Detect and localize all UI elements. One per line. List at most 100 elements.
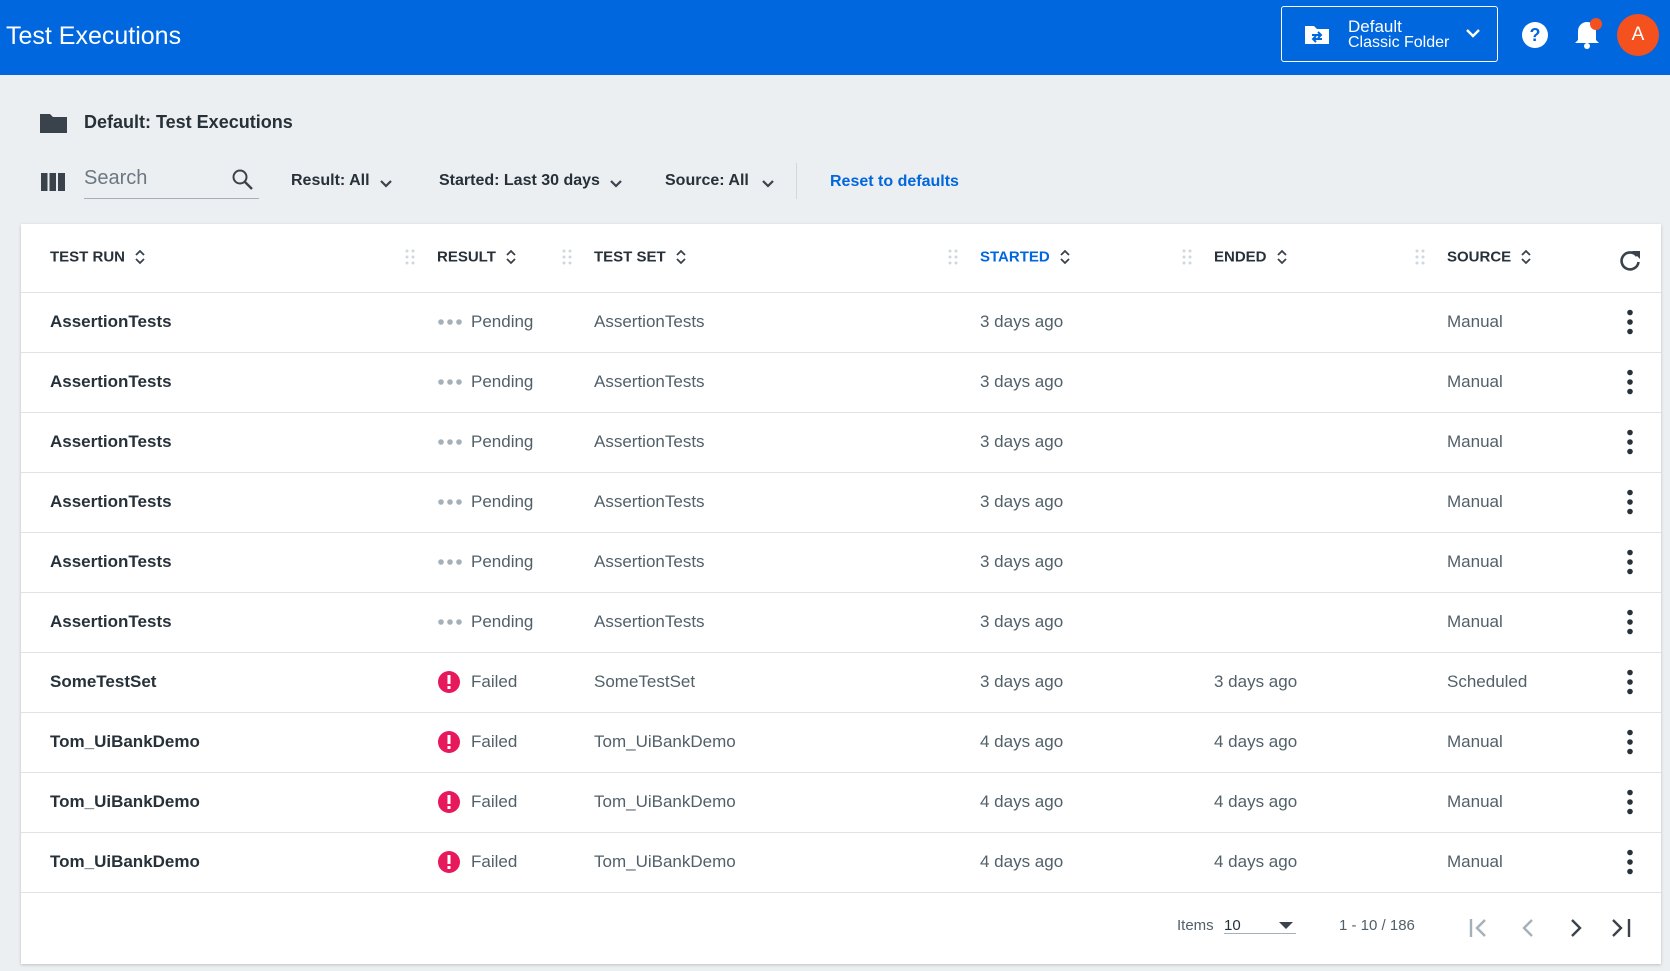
column-header[interactable]: ENDED — [1214, 248, 1267, 266]
chevron — [761, 176, 775, 194]
search-box[interactable]: Search — [84, 155, 259, 199]
filter-dropdown[interactable]: Result: All — [291, 172, 392, 190]
cell-text: AssertionTests — [594, 552, 705, 571]
row-menu[interactable] — [1620, 729, 1640, 760]
cell-text: AssertionTests — [50, 612, 172, 631]
folder-type: Classic Folder — [1348, 34, 1450, 51]
column-grip — [948, 248, 958, 271]
cell-text: 4 days ago — [1214, 852, 1298, 871]
cell-text: Manual — [1447, 432, 1503, 451]
columns-icon[interactable] — [41, 173, 65, 191]
column-header[interactable]: RESULT — [437, 248, 496, 266]
cell-text: Failed — [471, 672, 518, 691]
filter-dropdown[interactable]: Started: Last 30 days — [439, 172, 622, 190]
row-menu[interactable] — [1620, 309, 1640, 340]
cell-text: Manual — [1447, 552, 1503, 571]
row-menu[interactable] — [1620, 549, 1640, 580]
cell-text: Tom_UiBankDemo — [594, 732, 736, 751]
row-line — [21, 772, 1661, 773]
row-menu[interactable] — [1620, 849, 1640, 880]
pending-icon — [437, 430, 463, 459]
svg-text:?: ? — [1530, 25, 1541, 45]
chevron — [1466, 29, 1480, 38]
cell-text: Manual — [1447, 372, 1503, 391]
reset-link[interactable]: Reset to defaults — [830, 173, 959, 190]
breadcrumb-folder-icon — [40, 114, 67, 133]
cell-text: AssertionTests — [50, 312, 172, 331]
breadcrumb: Default: Test Executions — [84, 112, 293, 132]
row-menu[interactable] — [1620, 609, 1640, 640]
column-header[interactable]: TEST SET — [594, 248, 666, 266]
cell-text: Pending — [471, 312, 534, 331]
cell-text: 3 days ago — [980, 612, 1064, 631]
cell-text: Tom_UiBankDemo — [50, 732, 200, 751]
row-menu[interactable] — [1620, 369, 1640, 400]
column-header[interactable]: SOURCE — [1447, 248, 1512, 266]
row-line — [21, 652, 1661, 653]
pending-icon — [437, 610, 463, 639]
cell-text: SomeTestSet — [594, 672, 696, 691]
folder-name: Default — [1348, 17, 1402, 36]
chevron — [379, 176, 393, 194]
items-label: Items — [1177, 917, 1214, 934]
row-menu[interactable] — [1620, 429, 1640, 460]
column-header[interactable]: TEST RUN — [50, 248, 125, 266]
sort-icon — [506, 249, 516, 270]
pagination[interactable] — [1468, 916, 1648, 940]
cell-text: 3 days ago — [980, 552, 1064, 571]
sort-icon — [676, 249, 686, 270]
refresh-icon[interactable] — [1618, 248, 1642, 272]
cell-text: AssertionTests — [594, 432, 705, 451]
cell-text: Manual — [1447, 492, 1503, 511]
row-menu[interactable] — [1620, 489, 1640, 520]
cell-text: AssertionTests — [50, 492, 172, 511]
pending-icon — [437, 310, 463, 339]
column-grip — [1182, 248, 1192, 271]
row-menu[interactable] — [1620, 669, 1640, 700]
row-line — [21, 712, 1661, 713]
cell-text: 3 days ago — [980, 312, 1064, 331]
filter-label: Source: All — [665, 172, 749, 189]
cell-text: 4 days ago — [1214, 792, 1298, 811]
help-icon[interactable]: ? — [1521, 21, 1549, 49]
pending-icon — [437, 370, 463, 399]
filter-dropdown[interactable]: Source: All — [665, 172, 774, 190]
top-bar: Test Executions Default Classic Folder ?… — [0, 0, 1670, 75]
row-menu[interactable] — [1620, 789, 1640, 820]
cell-text: 4 days ago — [980, 792, 1064, 811]
table: Items 10 1 - 10 / 186 TEST RUN RESULT TEST… — [21, 224, 1661, 964]
search-icon — [232, 169, 253, 190]
failed-icon — [437, 790, 463, 819]
pending-icon — [437, 550, 463, 579]
cell-text: Manual — [1447, 312, 1503, 331]
cell-text: Tom_UiBankDemo — [594, 852, 736, 871]
cell-text: 3 days ago — [980, 672, 1064, 691]
failed-icon — [437, 670, 463, 699]
cell-text: Pending — [471, 372, 534, 391]
failed-icon — [437, 850, 463, 879]
cell-text: 4 days ago — [980, 852, 1064, 871]
page-title: Test Executions — [6, 22, 182, 50]
cell-text: AssertionTests — [594, 372, 705, 391]
header-line — [21, 292, 1661, 293]
folder-icon — [1305, 26, 1329, 44]
row-line — [21, 592, 1661, 593]
cell-text: Tom_UiBankDemo — [594, 792, 736, 811]
notification-icon[interactable] — [1572, 16, 1602, 50]
folder-switcher[interactable]: Default Classic Folder — [1281, 6, 1498, 62]
row-line — [21, 472, 1661, 473]
column-grip — [562, 248, 572, 271]
sort-icon — [1277, 249, 1287, 270]
cell-text: AssertionTests — [50, 552, 172, 571]
cell-text: Manual — [1447, 792, 1503, 811]
avatar[interactable]: A — [1617, 14, 1659, 56]
cell-text: 3 days ago — [980, 432, 1064, 451]
search-placeholder: Search — [84, 167, 148, 189]
page-range: 1 - 10 / 186 — [1339, 917, 1415, 934]
cell-text: Scheduled — [1447, 672, 1528, 691]
cell-text: Pending — [471, 492, 534, 511]
column-header[interactable]: STARTED — [980, 248, 1050, 266]
filter-label: Started: Last 30 days — [439, 172, 600, 189]
items-select[interactable]: 10 — [1224, 904, 1296, 934]
cell-text: Tom_UiBankDemo — [50, 792, 200, 811]
